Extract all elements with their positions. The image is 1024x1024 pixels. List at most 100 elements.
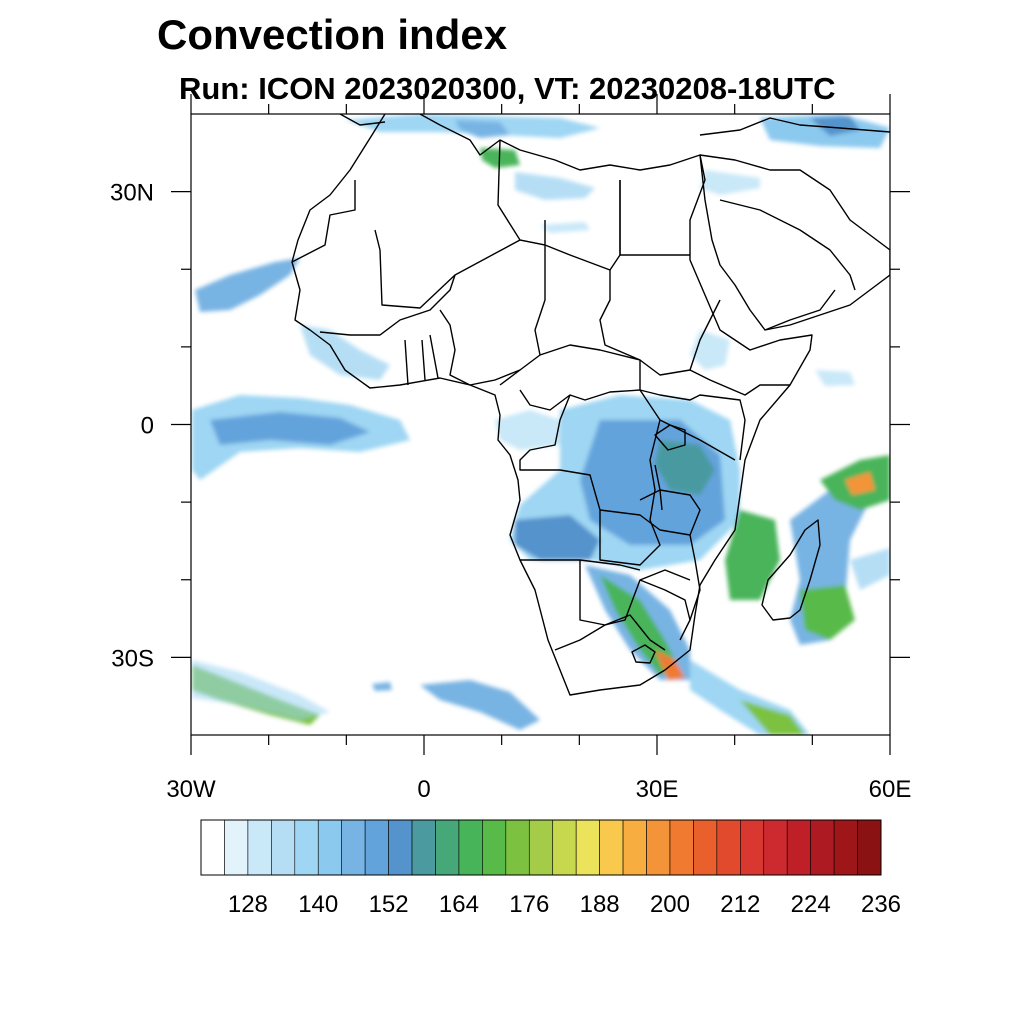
border-lake-victoria (654, 424, 686, 451)
convection-area-south-atlantic-small (372, 682, 392, 691)
border-nigeria (439, 309, 521, 386)
convection-area-libya-plume (515, 172, 595, 200)
colorbar-tick-label: 212 (720, 891, 760, 918)
convection-area-angola (515, 515, 600, 560)
colorbar-box (388, 819, 413, 876)
convection-area-tanzania (655, 440, 715, 495)
page-subtitle: Run: ICON 2023020300, VT: 20230208-18UTC (179, 71, 836, 106)
colorbar-box (528, 819, 554, 876)
colorbar-box (716, 819, 741, 876)
lon-tick-label: 60E (869, 776, 912, 803)
convection-area-mozambique-channel (725, 510, 780, 600)
colorbar-tick-label: 176 (509, 891, 549, 918)
madagascar-outline (761, 519, 821, 621)
border-yemen-oman (764, 289, 836, 331)
convection-area-south-africa-peak (655, 650, 685, 680)
colorbar-box (247, 819, 272, 876)
iberia-outline (339, 114, 386, 126)
border-zambia (599, 489, 701, 536)
colorbar-tick-label: 200 (650, 891, 690, 918)
border-algeria-mali (374, 220, 546, 309)
colorbar-tick-label: 128 (228, 891, 268, 918)
convection-area-east-ocean-spiral (850, 548, 890, 590)
lat-tick-label: 30N (110, 180, 154, 207)
convection-area-caspian (810, 116, 860, 136)
colorbar-tick-label: 140 (298, 891, 338, 918)
colorbar-frame (200, 819, 882, 876)
arabia-coastline (699, 154, 890, 331)
colorbar-box (552, 819, 577, 876)
colorbar-tick-label: 236 (861, 891, 901, 918)
colorbar-labels: 128 140 152 164 176 188 200 212 224 236 (228, 891, 901, 918)
border-east-africa (639, 389, 746, 461)
convection-field (192, 114, 890, 735)
colorbar-box (786, 819, 811, 876)
border-libya (497, 139, 621, 271)
page-title: Convection index (157, 11, 508, 58)
colorbar-box (599, 819, 624, 876)
colorbar-box (833, 819, 858, 876)
convection-area-gabon (495, 410, 560, 450)
colorbar-box (763, 819, 788, 876)
border-south-africa (554, 614, 666, 651)
colorbar-box (740, 819, 765, 876)
colorbar-box (317, 819, 342, 876)
convection-area-south-atlantic-mid (420, 680, 540, 730)
convection-area-tyrrhenian (455, 120, 510, 138)
border-ethiopia-somalia (689, 369, 790, 396)
colorbar-box (411, 819, 436, 876)
colorbar-box (810, 819, 835, 876)
axis-labels: 30W 0 30E 60E 30N 0 30S (110, 180, 911, 803)
colorbar-tick-label: 152 (369, 891, 409, 918)
colorbar (200, 819, 882, 876)
convection-area-somalia-sea (815, 370, 855, 386)
colorbar-box (224, 819, 249, 876)
border-morocco-algeria (291, 180, 356, 263)
border-mozambique (679, 534, 701, 641)
colorbar-tick-label: 188 (580, 891, 620, 918)
colorbar-box (271, 819, 296, 876)
colorbar-box (294, 819, 319, 876)
border-zimbabwe (639, 579, 691, 621)
convection-area-madagascar-south (800, 585, 855, 640)
lon-tick-label: 30W (166, 776, 216, 803)
colorbar-box (646, 819, 671, 876)
convection-area-south-africa-core (600, 575, 680, 675)
border-lake-tanganyika (654, 464, 663, 511)
colorbar-box (482, 819, 507, 876)
colorbar-tick-label: 224 (791, 891, 831, 918)
colorbar-box (200, 819, 225, 876)
convection-area-canary-plume (195, 258, 300, 312)
convection-area-equatorial-core (210, 412, 370, 445)
colorbar-tick-label: 164 (439, 891, 479, 918)
colorbar-box (435, 819, 460, 876)
border-ghana-togo (404, 334, 439, 386)
lat-tick-label: 0 (141, 413, 154, 440)
colorbar-box (364, 819, 389, 876)
colorbar-box (575, 819, 600, 876)
convection-area-libya-streak (540, 222, 590, 233)
convection-area-indian-ocean-peak (845, 472, 875, 495)
colorbar-box (341, 819, 366, 876)
lat-tick-label: 30S (111, 645, 154, 672)
colorbar-box (622, 819, 647, 876)
lon-tick-label: 0 (417, 776, 430, 803)
border-angola-namibia (520, 559, 641, 571)
colorbar-box (505, 819, 530, 876)
border-lesotho (631, 644, 656, 664)
colorbar-box (669, 819, 694, 876)
convection-area-levant (700, 170, 760, 195)
border-arabia-interior (719, 199, 856, 291)
border-chad-niger (499, 245, 546, 386)
country-boundaries (291, 114, 890, 696)
convection-area-south-atlantic-west-halo (192, 660, 330, 720)
border-niger-mali (319, 274, 456, 336)
border-namibia-botswana (579, 560, 691, 626)
border-car (519, 344, 641, 411)
colorbar-box (857, 819, 882, 876)
axis-ticks (171, 94, 910, 755)
border-egypt-sudan (619, 180, 690, 256)
turkey-outline (699, 117, 890, 136)
africa-coastline (291, 114, 813, 696)
